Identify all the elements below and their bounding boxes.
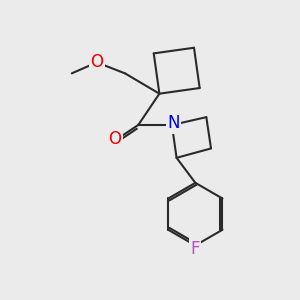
Text: O: O <box>90 53 103 71</box>
Text: F: F <box>190 240 200 258</box>
Text: O: O <box>108 130 121 148</box>
Text: N: N <box>167 114 180 132</box>
